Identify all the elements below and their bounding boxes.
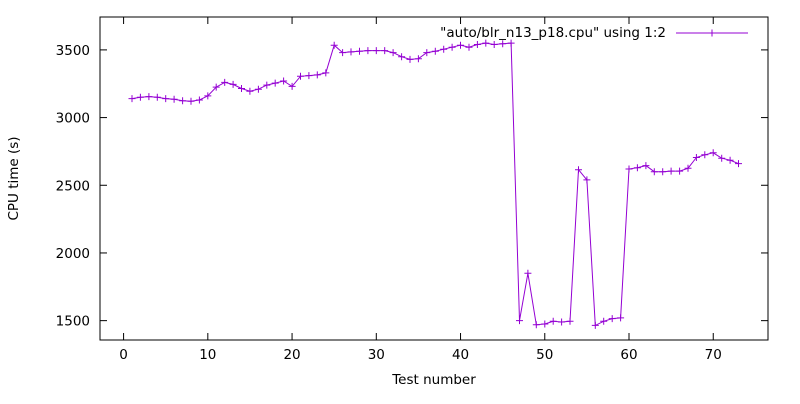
legend: "auto/blr_n13_p18.cpu" using 1:2	[440, 25, 748, 41]
x-tick-label: 20	[283, 347, 300, 363]
y-tick-label: 2000	[56, 246, 90, 262]
x-tick-label: 10	[199, 347, 216, 363]
x-tick-label: 70	[705, 347, 722, 363]
x-axis-label: Test number	[391, 372, 476, 388]
x-axis: 0 10 20 30 40 50 60 70	[119, 17, 722, 363]
data-line	[131, 42, 739, 327]
x-tick-label: 60	[620, 347, 637, 363]
y-axis-label: CPU time (s)	[6, 136, 22, 220]
legend-label: "auto/blr_n13_p18.cpu" using 1:2	[440, 25, 666, 41]
y-tick-label: 3000	[56, 111, 90, 127]
y-tick-label: 3500	[56, 43, 90, 59]
y-axis: 1500 2000 2500 3000 3500	[56, 43, 768, 330]
legend-marker	[708, 29, 716, 37]
x-tick-label: 0	[119, 347, 128, 363]
x-tick-label: 30	[368, 347, 385, 363]
data-point-markers	[128, 39, 742, 329]
plot-border	[99, 16, 769, 341]
x-tick-label: 50	[536, 347, 553, 363]
y-tick-label: 2500	[56, 178, 90, 194]
x-tick-label: 40	[452, 347, 469, 363]
y-tick-label: 1500	[56, 314, 90, 330]
